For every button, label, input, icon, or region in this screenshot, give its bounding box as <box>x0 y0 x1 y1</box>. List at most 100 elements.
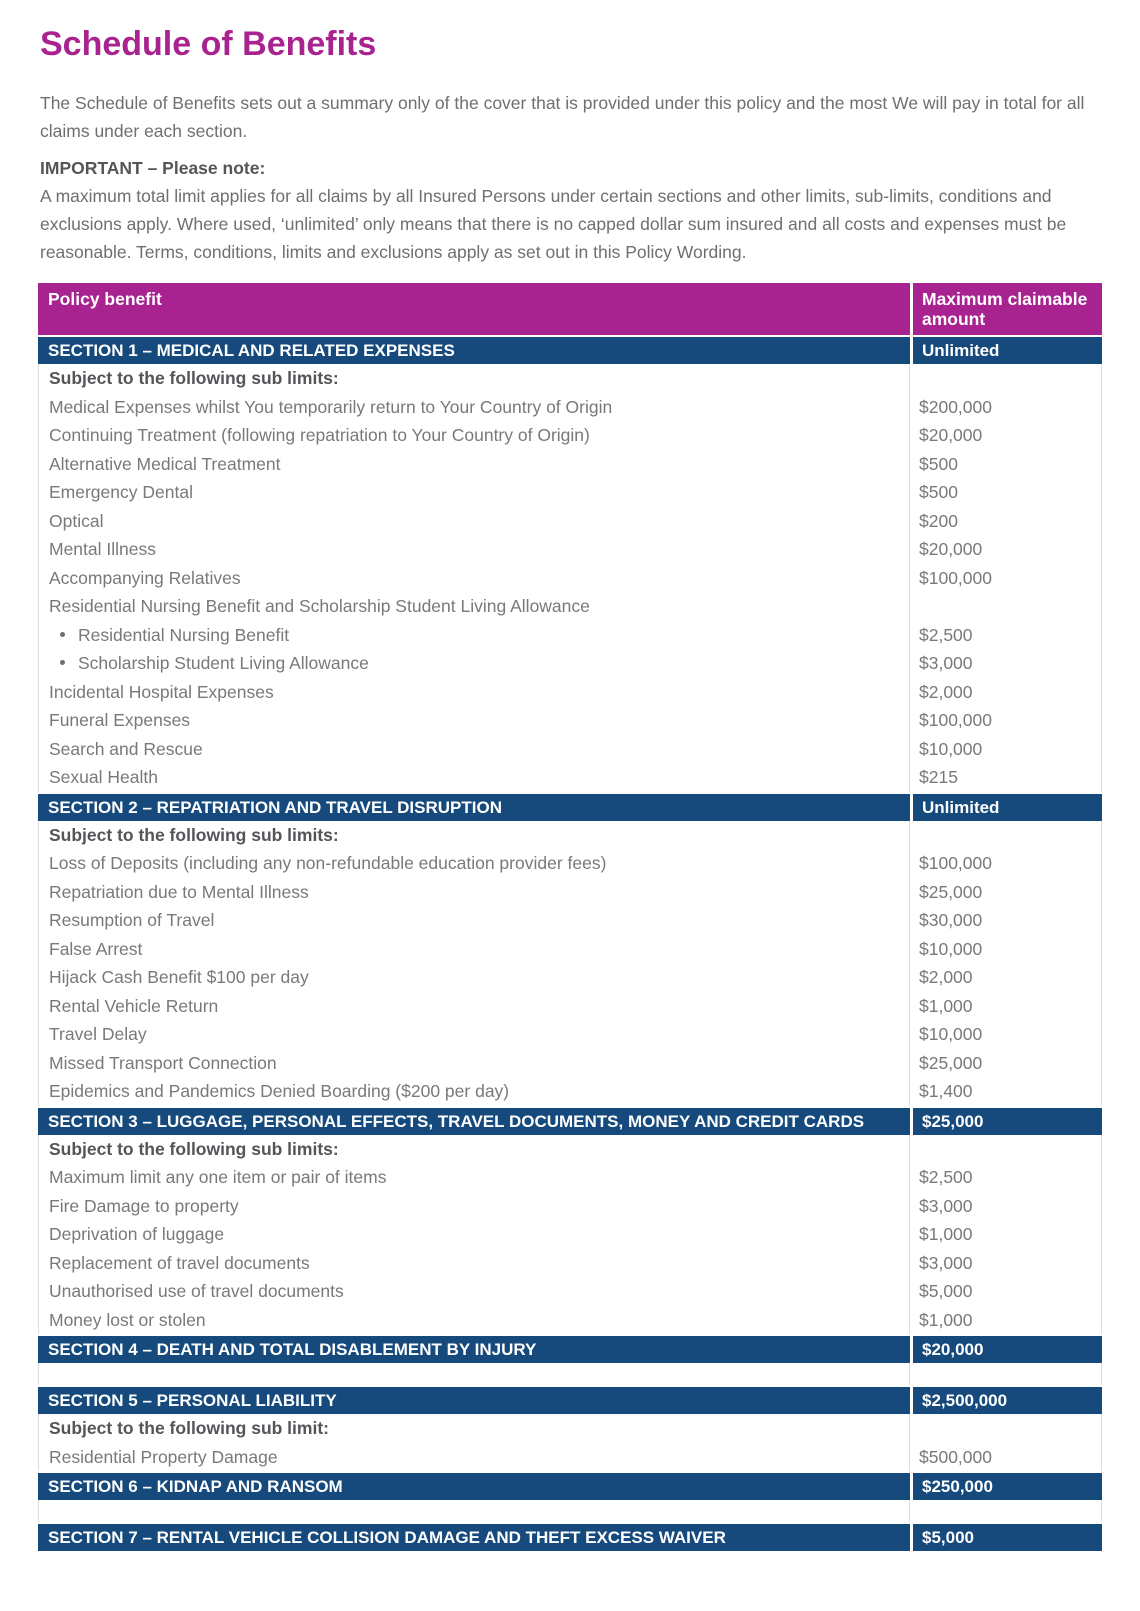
section-rows: Subject to the following sub limits: Los… <box>38 820 1102 1106</box>
section-amount: Unlimited <box>910 793 1102 821</box>
benefit-label-text: Optical <box>49 510 104 531</box>
benefit-amount: $5,000 <box>909 1277 1101 1306</box>
page-title: Schedule of Benefits <box>40 25 377 63</box>
benefit-label-text: Repatriation due to Mental Illness <box>49 881 309 902</box>
benefit-amount: $10,000 <box>909 1020 1101 1049</box>
gap-cell <box>39 1363 909 1385</box>
benefit-label: Residential Property Damage <box>39 1443 909 1472</box>
benefit-label-text: Unauthorised use of travel documents <box>49 1281 344 1301</box>
section-header-row: SECTION 5 – PERSONAL LIABILITY $2,500,00… <box>38 1387 1102 1414</box>
benefit-amount: $500 <box>909 478 1101 507</box>
benefit-label-text: Sexual Health <box>49 767 158 787</box>
section-title: SECTION 1 – MEDICAL AND RELATED EXPENSES <box>48 341 455 360</box>
table-row: Continuing Treatment (following repatria… <box>39 421 1101 450</box>
benefit-label: Search and Rescue <box>39 735 909 764</box>
table-row: Sexual Health $215 <box>39 763 1101 792</box>
section-rows <box>38 1363 1102 1385</box>
column-header-policy-benefit: Policy benefit <box>48 289 162 309</box>
benefit-amount: $20,000 <box>909 535 1101 564</box>
table-row: Optical $200 <box>39 506 1101 535</box>
table-row: Subject to the following sub limits: <box>39 364 1101 393</box>
benefit-section: SECTION 7 – RENTAL VEHICLE COLLISION DAM… <box>38 1524 1102 1551</box>
benefit-label: Incidental Hospital Expenses <box>39 678 909 707</box>
benefit-label: Replacement of travel documents <box>39 1249 909 1278</box>
benefit-amount: $10,000 <box>909 734 1101 763</box>
benefit-label: Hijack Cash Benefit $100 per day <box>39 963 909 992</box>
bullet-icon <box>60 660 65 666</box>
table-row: Epidemics and Pandemics Denied Boarding … <box>39 1077 1101 1106</box>
benefit-label-text: Replacement of travel documents <box>49 1252 310 1273</box>
table-row: Fire Damage to property $3,000 <box>39 1191 1101 1220</box>
important-note-heading: IMPORTANT – Please note: <box>40 158 266 178</box>
benefit-label-text: Deprivation of luggage <box>49 1224 225 1244</box>
benefit-label-text: Emergency Dental <box>49 482 193 502</box>
benefit-amount: $3,000 <box>909 649 1101 678</box>
benefit-amount: $500 <box>909 449 1101 478</box>
section-title: SECTION 7 – RENTAL VEHICLE COLLISION DAM… <box>48 1528 726 1547</box>
benefit-label-text: Accompanying Relatives <box>49 567 241 588</box>
benefit-label: False Arrest <box>39 935 909 964</box>
table-row: False Arrest $10,000 <box>39 934 1101 964</box>
benefit-label: Alternative Medical Treatment <box>39 450 909 479</box>
benefit-label: Medical Expenses whilst You temporarily … <box>39 393 909 422</box>
table-row: Mental Illness $20,000 <box>39 535 1101 564</box>
benefit-label-text: Hijack Cash Benefit $100 per day <box>49 967 309 987</box>
benefit-amount: $2,500 <box>909 620 1101 649</box>
gap-cell <box>39 1500 909 1522</box>
benefit-section: SECTION 4 – DEATH AND TOTAL DISABLEMENT … <box>38 1336 1102 1385</box>
benefit-label-text: Epidemics and Pandemics Denied Boarding … <box>49 1081 510 1101</box>
subheading-label: Subject to the following sub limit: <box>49 1418 329 1438</box>
subheading-amount <box>909 1134 1101 1163</box>
benefit-label: Resumption of Travel <box>39 906 909 935</box>
table-row: Deprivation of luggage $1,000 <box>39 1220 1101 1249</box>
benefit-label-text: Residential Nursing Benefit <box>78 624 290 645</box>
benefit-label-text: Mental Illness <box>49 539 156 559</box>
benefit-section: SECTION 6 – KIDNAP AND RANSOM $250,000 <box>38 1473 1102 1522</box>
gap-cell <box>909 1363 1101 1385</box>
section-header-row: SECTION 4 – DEATH AND TOTAL DISABLEMENT … <box>38 1336 1102 1363</box>
section-header-row: SECTION 3 – LUGGAGE, PERSONAL EFFECTS, T… <box>38 1107 1102 1135</box>
benefits-table: Policy benefit Maximum claimable amount … <box>38 283 1102 1551</box>
benefit-label-text: Continuing Treatment (following repatria… <box>49 425 590 445</box>
section-rows <box>38 1500 1102 1522</box>
benefit-amount: $25,000 <box>909 877 1101 906</box>
table-row: Subject to the following sub limit: <box>39 1414 1101 1443</box>
benefit-section: SECTION 2 – REPATRIATION AND TRAVEL DISR… <box>38 793 1102 1106</box>
benefit-label-text: Funeral Expenses <box>49 710 191 730</box>
subheading-amount <box>909 820 1101 849</box>
table-row: Accompanying Relatives $100,000 <box>39 563 1101 592</box>
benefit-label-text: Maximum limit any one item or pair of it… <box>49 1167 387 1187</box>
table-row: Residential Property Damage $500,000 <box>39 1442 1101 1472</box>
important-note-paragraph: A maximum total limit applies for all cl… <box>40 186 1067 262</box>
benefit-label-text: Rental Vehicle Return <box>49 995 219 1016</box>
section-amount: $20,000 <box>910 1336 1102 1363</box>
benefit-label: Continuing Treatment (following repatria… <box>39 421 909 450</box>
benefit-amount: $215 <box>909 763 1101 792</box>
section-title: SECTION 2 – REPATRIATION AND TRAVEL DISR… <box>48 797 502 817</box>
table-row: Emergency Dental $500 <box>39 478 1101 507</box>
benefit-label: Maximum limit any one item or pair of it… <box>39 1163 909 1192</box>
benefit-label: Deprivation of luggage <box>39 1220 909 1249</box>
benefit-label-text: Money lost or stolen <box>49 1309 206 1330</box>
benefit-amount: $100,000 <box>909 849 1101 878</box>
benefit-amount: $2,000 <box>909 963 1101 992</box>
table-row: Money lost or stolen $1,000 <box>39 1305 1101 1334</box>
section-gap-row <box>39 1363 1101 1385</box>
benefit-amount: $200,000 <box>909 392 1101 421</box>
subheading-label: Subject to the following sub limits: <box>49 368 339 388</box>
benefit-label: Repatriation due to Mental Illness <box>39 878 909 907</box>
benefit-label-text: Scholarship Student Living Allowance <box>78 653 369 673</box>
table-row: Replacement of travel documents $3,000 <box>39 1248 1101 1278</box>
benefit-label-text: Residential Nursing Benefit and Scholars… <box>49 596 590 616</box>
subheading-amount <box>909 364 1101 393</box>
benefit-label-text: Resumption of Travel <box>49 910 215 930</box>
table-row: Scholarship Student Living Allowance $3,… <box>39 649 1101 678</box>
benefit-label: Loss of Deposits (including any non-refu… <box>39 849 909 878</box>
subheading-label: Subject to the following sub limits: <box>49 824 339 845</box>
benefit-label: Funeral Expenses <box>39 706 909 735</box>
table-row: Subject to the following sub limits: <box>39 820 1101 849</box>
benefit-label-text: False Arrest <box>49 938 143 959</box>
benefit-amount: $200 <box>909 506 1101 535</box>
table-row: Travel Delay $10,000 <box>39 1020 1101 1049</box>
section-title: SECTION 5 – PERSONAL LIABILITY <box>48 1391 337 1410</box>
